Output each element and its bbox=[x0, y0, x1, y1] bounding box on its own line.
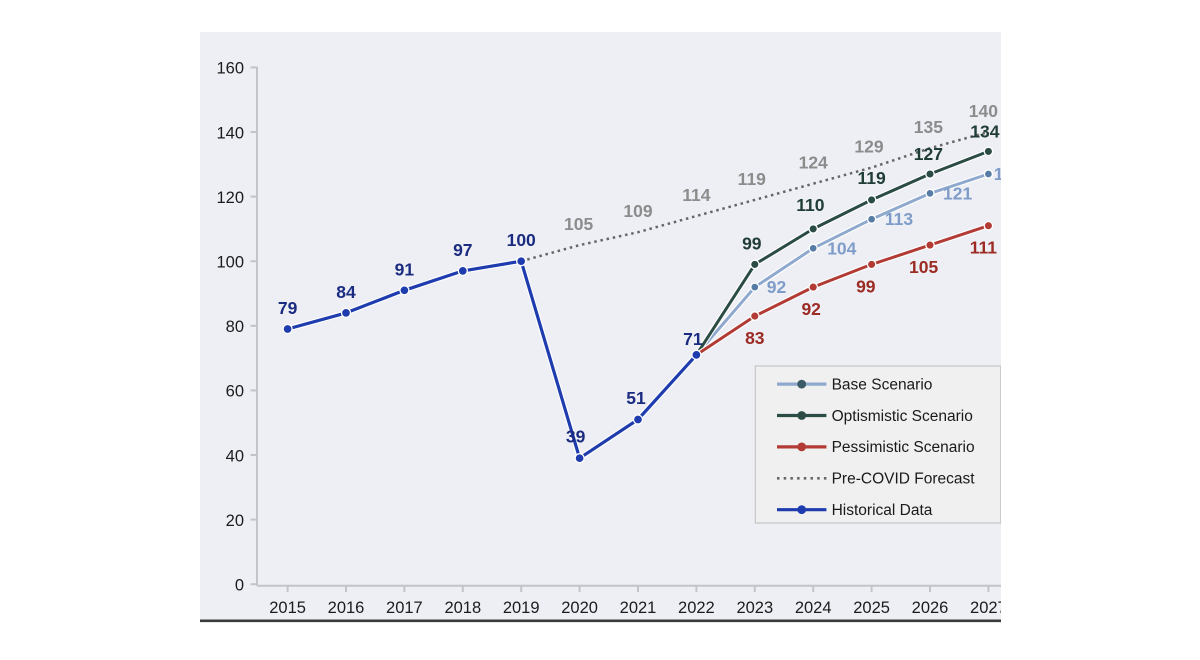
svg-text:Historical Data: Historical Data bbox=[832, 502, 933, 519]
svg-text:105: 105 bbox=[564, 214, 593, 234]
svg-text:111: 111 bbox=[970, 238, 998, 258]
svg-text:92: 92 bbox=[801, 299, 821, 319]
svg-text:2016: 2016 bbox=[328, 599, 365, 617]
svg-text:121: 121 bbox=[943, 183, 972, 203]
svg-text:2020: 2020 bbox=[561, 599, 598, 617]
svg-text:99: 99 bbox=[856, 276, 876, 296]
svg-text:2015: 2015 bbox=[269, 599, 306, 617]
svg-text:109: 109 bbox=[623, 201, 652, 221]
svg-text:2021: 2021 bbox=[620, 599, 657, 617]
svg-text:140: 140 bbox=[969, 101, 998, 121]
svg-text:2019: 2019 bbox=[503, 599, 540, 617]
svg-text:129: 129 bbox=[854, 137, 883, 157]
svg-text:Pessimistic Scenario: Pessimistic Scenario bbox=[832, 439, 975, 456]
svg-text:39: 39 bbox=[566, 427, 586, 447]
svg-text:84: 84 bbox=[336, 282, 356, 302]
svg-text:2023: 2023 bbox=[736, 599, 773, 617]
svg-text:120: 120 bbox=[216, 189, 244, 207]
svg-text:2018: 2018 bbox=[444, 599, 481, 617]
svg-text:60: 60 bbox=[226, 383, 244, 401]
svg-text:79: 79 bbox=[278, 298, 298, 318]
svg-text:Optismistic Scenario: Optismistic Scenario bbox=[832, 408, 973, 425]
svg-text:2027: 2027 bbox=[970, 599, 1007, 617]
svg-text:92: 92 bbox=[767, 277, 787, 297]
svg-text:110: 110 bbox=[796, 195, 824, 215]
svg-text:91: 91 bbox=[395, 259, 415, 279]
svg-text:127: 127 bbox=[914, 144, 943, 164]
svg-text:119: 119 bbox=[857, 168, 885, 188]
svg-text:100: 100 bbox=[216, 254, 244, 272]
svg-text:2017: 2017 bbox=[386, 599, 423, 617]
svg-text:80: 80 bbox=[226, 318, 244, 336]
svg-text:127: 127 bbox=[994, 164, 1023, 184]
svg-text:104: 104 bbox=[827, 238, 856, 258]
svg-text:2026: 2026 bbox=[912, 599, 949, 617]
svg-text:2022: 2022 bbox=[678, 599, 715, 617]
svg-text:135: 135 bbox=[914, 117, 943, 137]
svg-text:2025: 2025 bbox=[853, 599, 890, 617]
svg-text:0: 0 bbox=[235, 577, 244, 595]
svg-text:114: 114 bbox=[682, 185, 710, 205]
svg-text:100: 100 bbox=[507, 230, 536, 250]
svg-text:140: 140 bbox=[216, 124, 244, 142]
svg-text:105: 105 bbox=[909, 257, 938, 277]
svg-text:71: 71 bbox=[683, 329, 703, 349]
svg-text:97: 97 bbox=[453, 240, 472, 260]
svg-text:134: 134 bbox=[970, 121, 999, 141]
svg-text:2024: 2024 bbox=[795, 599, 832, 617]
svg-text:124: 124 bbox=[799, 153, 828, 173]
svg-text:113: 113 bbox=[885, 209, 913, 229]
svg-text:Base Scenario: Base Scenario bbox=[832, 376, 933, 393]
svg-text:160: 160 bbox=[216, 60, 244, 78]
svg-text:20: 20 bbox=[226, 512, 244, 530]
svg-text:40: 40 bbox=[226, 447, 244, 465]
svg-text:Pre-COVID Forecast: Pre-COVID Forecast bbox=[832, 471, 976, 488]
svg-text:119: 119 bbox=[738, 169, 766, 189]
svg-text:83: 83 bbox=[745, 328, 765, 348]
svg-text:51: 51 bbox=[626, 388, 646, 408]
svg-text:99: 99 bbox=[742, 233, 762, 253]
